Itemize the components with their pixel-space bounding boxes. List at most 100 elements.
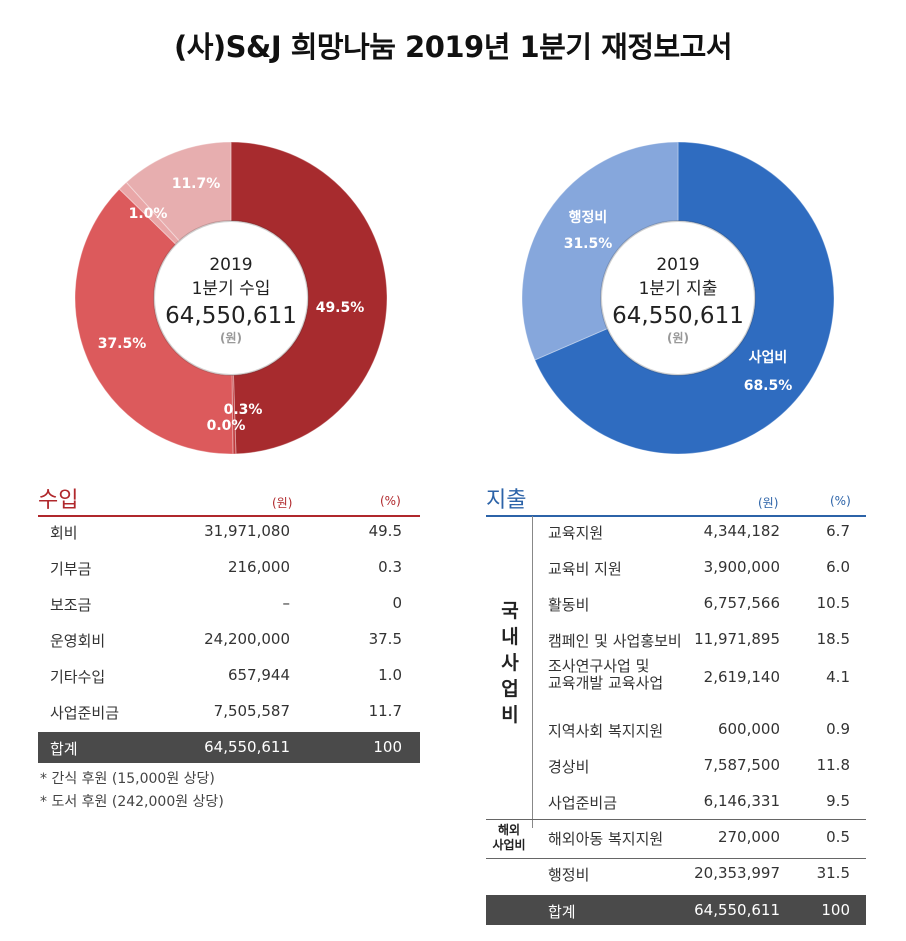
income-slice-label: 11.7% (172, 176, 221, 192)
expense-total-label: 합계 (548, 903, 576, 921)
expense-center-year: 2019 (656, 255, 699, 275)
expense-slice-name: 행정비 (569, 209, 608, 226)
income-slice-label: 0.3% (224, 402, 263, 418)
expense-row: 경상비 7,587,500 11.8 (486, 756, 866, 780)
expense-row-name: 사업준비금 (548, 794, 618, 812)
expense-row: 캠페인 및 사업홍보비 11,971,895 18.5 (486, 630, 866, 654)
income-row-pct: 0 (392, 594, 402, 612)
expense-row: 조사연구사업 및 교육개발 교육사업 2,619,140 4.1 (486, 658, 866, 692)
expense-row-amount: 6,757,566 (703, 594, 780, 612)
expense-row-pct: 4.1 (826, 668, 850, 686)
income-row: 기타수입 657,944 1.0 (38, 666, 420, 690)
income-note-snack: * 간식 후원 (15,000원 상당) (40, 771, 215, 787)
expense-header-rule (486, 515, 866, 517)
income-row: 사업준비금 7,505,587 11.7 (38, 702, 420, 726)
expense-row-amount: 11,971,895 (694, 630, 780, 648)
income-slice-label: 1.0% (129, 206, 168, 222)
expense-total-row: 합계 64,550,611 100 (486, 895, 866, 925)
income-row: 회비 31,971,080 49.5 (38, 522, 420, 546)
income-row-name: 기부금 (50, 560, 92, 578)
expense-center-unit: (원) (667, 331, 689, 345)
expense-row-name-line2: 교육개발 교육사업 (548, 674, 664, 692)
income-row-pct: 0.3 (378, 558, 402, 576)
expense-hole (600, 220, 756, 376)
income-row-name: 보조금 (50, 596, 92, 614)
expense-row: 사업준비금 6,146,331 9.5 (486, 792, 866, 816)
expense-center-title: 1분기 지출 (639, 279, 718, 299)
expense-unit-won: (원) (758, 496, 779, 510)
expense-unit-pct: (%) (830, 494, 851, 508)
income-row-name: 회비 (50, 524, 78, 542)
expense-row-name: 교육지원 (548, 524, 604, 542)
income-row-amount: 31,971,080 (204, 522, 290, 540)
income-row-name: 사업준비금 (50, 704, 120, 722)
income-note-books: * 도서 후원 (242,000원 상당) (40, 794, 224, 810)
income-row-amount: 216,000 (227, 558, 290, 576)
income-center-year: 2019 (209, 255, 252, 275)
income-donut-svg: 49.5%0.3%0.0%37.5%1.0%11.7% 2019 1분기 수입 … (74, 141, 388, 455)
expense-row-amount: 4,344,182 (703, 522, 780, 540)
expense-table: 지출 (원) (%) 국내사업비 해외 사업비 교육지원 4,344,182 6.7… (486, 482, 866, 927)
income-unit-pct: (%) (380, 494, 401, 508)
expense-row-name: 활동비 (548, 596, 590, 614)
income-total-row: 합계 64,550,611 100 (38, 732, 420, 763)
income-header-rule (38, 515, 420, 517)
overseas-bottom-rule (486, 858, 866, 859)
expense-row-name-line1: 조사연구사업 및 (548, 657, 650, 675)
expense-row: 활동비 6,757,566 10.5 (486, 594, 866, 618)
expense-heading: 지출 (486, 488, 527, 513)
income-row: 보조금 – 0 (38, 594, 420, 618)
expense-row-pct: 6.7 (826, 522, 850, 540)
page-title: (사)S&J 희망나눔 2019년 1분기 재정보고서 (173, 30, 733, 64)
income-row-name: 기타수입 (50, 668, 106, 686)
income-slice-label: 37.5% (98, 336, 147, 352)
expense-row-pct: 9.5 (826, 792, 850, 810)
income-total-label: 합계 (50, 740, 78, 758)
expense-row-name: 조사연구사업 및 교육개발 교육사업 (548, 658, 663, 692)
expense-slice-label: 68.5% (744, 378, 793, 394)
expense-row-pct: 18.5 (816, 630, 850, 648)
overseas-top-rule (486, 819, 866, 820)
income-table-header: 수입 (원) (%) (38, 482, 420, 516)
income-row-pct: 49.5 (368, 522, 402, 540)
expense-row-name: 교육비 지원 (548, 560, 622, 578)
income-row-pct: 37.5 (368, 630, 402, 648)
income-hole (153, 220, 309, 376)
domestic-group-label: 국내사업비 (501, 600, 519, 726)
expense-row: 행정비 20,353,997 31.5 (486, 864, 866, 888)
expense-row: 교육비 지원 3,900,000 6.0 (486, 558, 866, 582)
expense-row-name: 지역사회 복지지원 (548, 722, 664, 740)
expense-donut-chart: 행정비 31.5% 사업비 68.5% 2019 1분기 지출 64,550,611 … (450, 0, 906, 470)
income-center-total: 64,550,611 (165, 303, 297, 329)
expense-center-total: 64,550,611 (612, 303, 744, 329)
expense-total-pct: 100 (821, 901, 850, 919)
income-total-pct: 100 (373, 738, 402, 756)
income-notes: * 간식 후원 (15,000원 상당) * 도서 후원 (242,000원 상… (40, 768, 224, 814)
income-row-name: 운영회비 (50, 632, 106, 650)
expense-row-amount: 20,353,997 (694, 864, 780, 882)
expense-row-name: 경상비 (548, 758, 590, 776)
expense-row-amount: 270,000 (717, 828, 780, 846)
expense-row-name: 해외아동 복지지원 (548, 830, 664, 848)
income-row-amount: 7,505,587 (213, 702, 290, 720)
income-table: 수입 (원) (%) 회비 31,971,080 49.5 기부금 216,000 0.3… (38, 482, 420, 782)
expense-row-pct: 11.8 (816, 756, 850, 774)
expense-row-amount: 7,587,500 (703, 756, 780, 774)
income-row-pct: 1.0 (378, 666, 402, 684)
overseas-label-line2: 사업비 (492, 838, 526, 852)
overseas-label-line1: 해외 (497, 823, 521, 837)
overseas-group-label: 해외 사업비 (486, 823, 532, 853)
income-total-amount: 64,550,611 (204, 738, 290, 756)
income-heading: 수입 (38, 488, 79, 513)
expense-row: 지역사회 복지지원 600,000 0.9 (486, 720, 866, 744)
expense-row-name: 캠페인 및 사업홍보비 (548, 632, 682, 650)
income-slice-label: 49.5% (316, 300, 365, 316)
income-row: 기부금 216,000 0.3 (38, 558, 420, 582)
expense-row-amount: 6,146,331 (703, 792, 780, 810)
expense-slice-label: 31.5% (564, 236, 613, 252)
income-row-pct: 11.7 (368, 702, 402, 720)
income-row-amount: 657,944 (227, 666, 290, 684)
income-donut-chart: 49.5% 0.3% 0.0% 37.5% 1.0% 11.7% 2019 1분기 수입 … (0, 0, 460, 470)
expense-row-amount: 2,619,140 (703, 668, 780, 686)
